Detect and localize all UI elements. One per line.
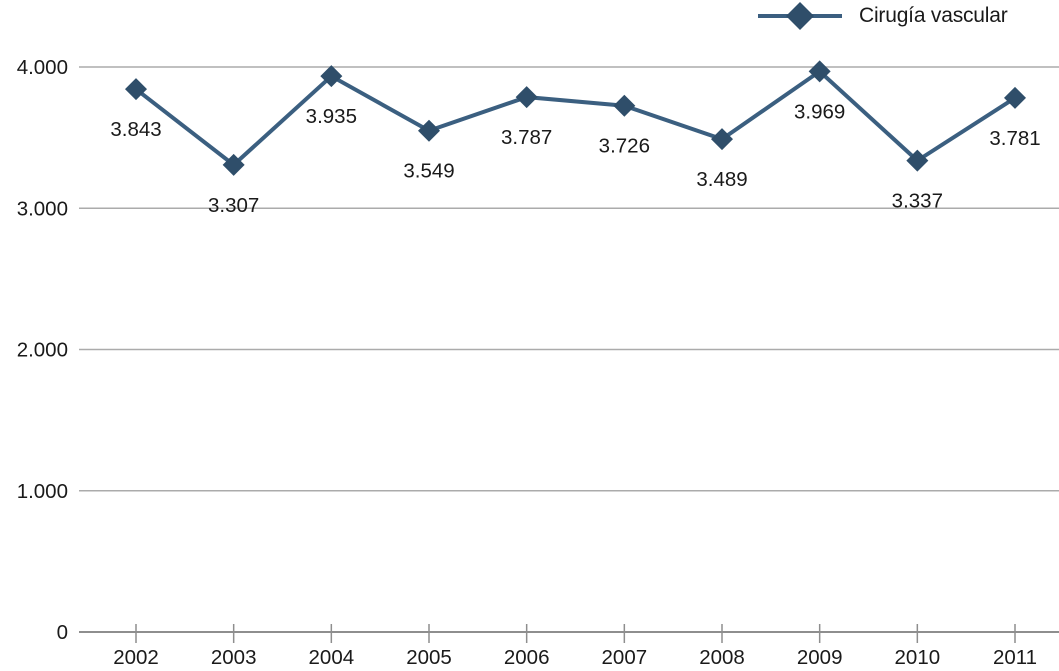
data-point-marker — [125, 78, 147, 101]
y-tick-label: 4.000 — [17, 56, 68, 79]
data-label: 3.969 — [794, 100, 845, 123]
y-tick-label: 0 — [57, 621, 68, 644]
data-point-marker — [222, 153, 245, 176]
data-point-marker — [1004, 86, 1026, 109]
data-label: 3.843 — [110, 118, 161, 141]
data-point-marker — [418, 119, 440, 142]
x-tick-label: 2006 — [504, 646, 550, 669]
y-tick-label: 2.000 — [17, 339, 68, 362]
legend-diamond-marker — [786, 2, 814, 30]
x-tick-label: 2004 — [309, 646, 355, 669]
legend-label: Cirugía vascular — [859, 4, 1008, 27]
data-point-marker — [613, 94, 636, 117]
data-label: 3.935 — [306, 105, 357, 128]
data-point-marker — [320, 65, 343, 88]
data-label: 3.549 — [403, 160, 454, 183]
data-label: 3.787 — [501, 126, 552, 149]
legend-marker-icon — [758, 2, 842, 30]
data-point-marker — [515, 86, 538, 109]
data-point-marker — [808, 60, 831, 83]
x-tick-label: 2005 — [406, 646, 452, 669]
y-tick-label: 3.000 — [17, 197, 68, 220]
data-label: 3.726 — [599, 135, 650, 158]
data-point-marker — [711, 128, 733, 151]
x-tick-label: 2010 — [895, 646, 941, 669]
y-tick-label: 1.000 — [17, 480, 68, 503]
x-tick-label: 2003 — [211, 646, 257, 669]
x-tick-label: 2009 — [797, 646, 843, 669]
series-line — [134, 68, 1017, 168]
data-label: 3.489 — [696, 168, 747, 191]
data-label: 3.307 — [208, 194, 259, 217]
data-point-marker — [906, 149, 929, 172]
x-tick-label: 2002 — [113, 646, 159, 669]
x-tick-label: 2008 — [699, 646, 745, 669]
x-tick-label: 2011 — [993, 646, 1037, 669]
x-tick-label: 2007 — [602, 646, 648, 669]
data-label: 3.337 — [892, 190, 943, 213]
data-label: 3.781 — [989, 127, 1040, 150]
legend: Cirugía vascular — [756, 1, 1008, 31]
